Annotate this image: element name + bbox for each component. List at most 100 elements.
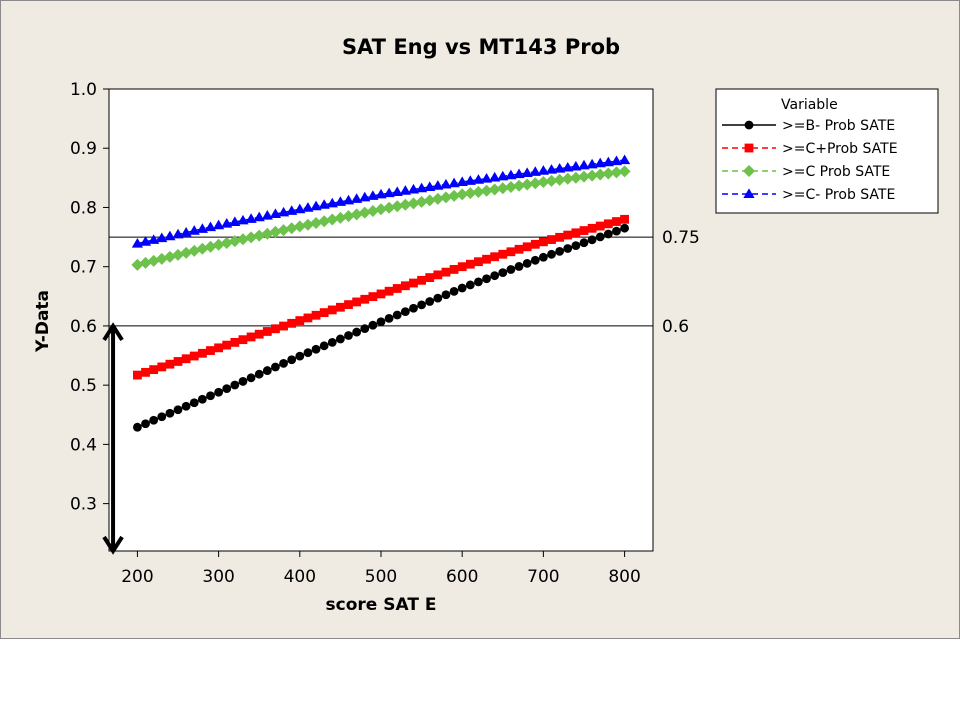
data-point	[489, 171, 501, 182]
data-point	[375, 188, 387, 199]
data-point	[603, 229, 613, 239]
data-point	[157, 412, 167, 422]
data-point	[131, 237, 144, 248]
data-point	[504, 180, 517, 193]
data-point	[351, 193, 363, 203]
data-point	[547, 249, 556, 259]
x-tick-label: 400	[284, 567, 316, 587]
chart-svg: 0.75 0.6 200 300 400 500 600 700 800 0.3 0.4 0.5 0.…	[33, 35, 939, 615]
data-point	[612, 226, 621, 236]
data-point	[188, 244, 201, 257]
y-tick-label: 0.9	[70, 139, 97, 159]
series-3	[131, 154, 631, 248]
data-point	[197, 394, 207, 404]
data-point	[562, 161, 574, 172]
data-point	[513, 168, 525, 179]
data-point	[383, 187, 395, 198]
data-point	[253, 211, 265, 222]
data-point	[319, 341, 329, 351]
data-point	[165, 408, 175, 418]
data-point	[344, 300, 353, 309]
data-point	[433, 270, 443, 280]
data-point	[246, 373, 256, 383]
data-point	[522, 242, 532, 252]
data-point	[327, 337, 337, 347]
data-point	[399, 185, 411, 195]
data-point	[319, 308, 329, 317]
data-point	[480, 184, 493, 197]
data-point	[352, 327, 362, 337]
data-point	[261, 227, 274, 240]
data-point	[603, 219, 613, 229]
x-tick-label: 500	[365, 567, 397, 587]
data-point	[228, 235, 241, 248]
legend-label: >=C Prob SATE	[782, 164, 890, 180]
data-point	[271, 362, 280, 372]
x-tick-label: 600	[446, 567, 478, 587]
data-point	[440, 178, 452, 189]
data-point	[148, 234, 160, 244]
data-point	[383, 201, 396, 214]
data-point	[342, 194, 355, 205]
data-point	[586, 158, 598, 169]
data-point	[262, 327, 272, 336]
data-point	[206, 346, 215, 355]
data-point	[204, 221, 217, 232]
data-point	[173, 405, 183, 415]
data-point	[505, 169, 517, 180]
data-point	[303, 348, 313, 358]
y-tick-label: 0.3	[70, 495, 97, 515]
data-point	[407, 183, 420, 194]
data-point	[212, 238, 225, 251]
data-point	[612, 217, 621, 226]
data-point	[303, 313, 313, 323]
data-point	[221, 218, 233, 228]
data-point	[181, 401, 191, 411]
data-point	[618, 165, 631, 178]
x-axis-title: score SAT E	[326, 595, 437, 615]
data-point	[180, 226, 192, 237]
data-point	[368, 292, 378, 302]
data-point	[400, 281, 410, 291]
data-point	[618, 154, 631, 165]
data-point	[391, 186, 403, 196]
data-point	[498, 249, 508, 259]
data-point	[530, 255, 540, 265]
data-point	[326, 197, 338, 208]
data-point	[457, 262, 467, 272]
data-point	[230, 337, 240, 347]
data-point	[488, 183, 501, 196]
data-point	[595, 232, 605, 242]
data-point	[311, 310, 321, 320]
data-point	[425, 273, 435, 282]
data-point	[555, 232, 565, 242]
series-0	[133, 223, 629, 432]
data-point	[391, 200, 404, 213]
data-point	[277, 224, 290, 237]
data-point	[149, 415, 159, 425]
data-point	[344, 331, 353, 340]
data-point	[254, 369, 264, 379]
data-point	[181, 354, 191, 364]
data-point	[139, 236, 152, 246]
y-tick-label: 0.7	[70, 258, 97, 278]
data-point	[279, 358, 288, 368]
data-point	[220, 236, 233, 249]
data-point	[238, 377, 248, 386]
data-point	[172, 228, 184, 239]
data-point	[269, 225, 282, 238]
data-point	[578, 159, 590, 170]
data-point	[570, 160, 582, 171]
legend-marker	[744, 120, 754, 130]
data-point	[594, 168, 607, 181]
data-point	[236, 233, 249, 246]
reference-line-label: 0.75	[662, 228, 700, 248]
data-point	[133, 370, 142, 380]
legend-item: >=B- Prob SATE	[722, 118, 895, 134]
data-point	[318, 215, 331, 228]
data-point	[229, 216, 241, 227]
data-point	[376, 289, 386, 299]
data-point	[172, 248, 185, 261]
data-point	[587, 235, 597, 245]
data-point	[246, 332, 256, 342]
